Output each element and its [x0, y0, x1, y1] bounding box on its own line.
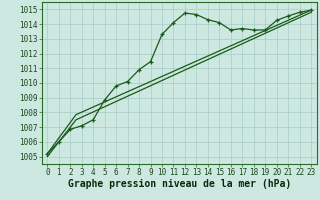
X-axis label: Graphe pression niveau de la mer (hPa): Graphe pression niveau de la mer (hPa)	[68, 179, 291, 189]
